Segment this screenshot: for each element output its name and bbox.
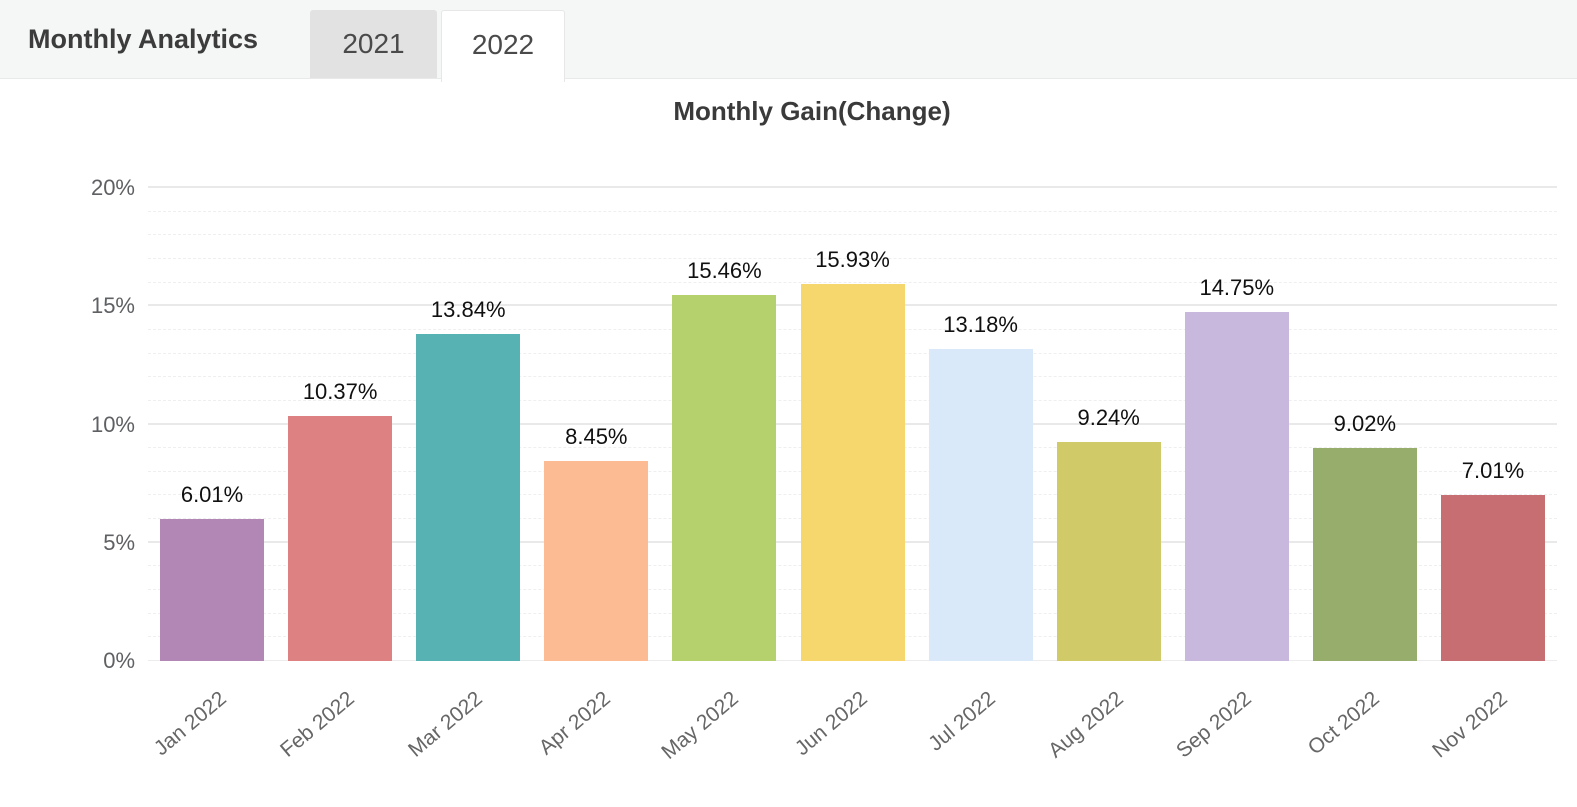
tab-2021[interactable]: 2021 <box>310 10 437 78</box>
gridline-minor <box>148 281 1557 283</box>
y-tick-label: 0% <box>103 648 135 673</box>
bar-value-label: 15.93% <box>815 247 890 273</box>
bar-feb-2022[interactable]: 10.37% <box>288 379 393 661</box>
x-tick-label: Jun 2022 <box>790 687 872 761</box>
tab-2022[interactable]: 2022 <box>441 10 565 82</box>
bar-rect[interactable] <box>1184 312 1289 661</box>
bar-sep-2022[interactable]: 14.75% <box>1184 275 1289 661</box>
x-tick-label: Aug 2022 <box>1043 687 1128 763</box>
bar-mar-2022[interactable]: 13.84% <box>416 297 521 661</box>
bar-value-label: 13.84% <box>430 296 506 322</box>
y-tick-label: 5% <box>103 529 135 555</box>
bar-rect[interactable] <box>672 295 777 661</box>
x-tick-label: Jan 2022 <box>149 687 231 761</box>
bar-value-label: 8.45% <box>565 424 628 450</box>
bar-rect[interactable] <box>288 415 393 661</box>
x-tick-label: Jul 2022 <box>923 687 1000 756</box>
x-tick-label: Apr 2022 <box>535 687 616 760</box>
gridline-minor <box>148 257 1557 259</box>
bar-rect[interactable] <box>1440 495 1545 661</box>
gridline-minor <box>148 210 1557 212</box>
y-axis-labels: 0% 5% 10% 15% 20% <box>67 175 135 673</box>
bar-rect[interactable] <box>928 349 1033 661</box>
bar-jan-2022[interactable]: 6.01% <box>160 482 265 661</box>
chart-plot-wrap: 0% 5% 10% 15% 20% 6.01% Jan 2022 10.37% Feb 202… <box>67 175 1557 807</box>
x-tick-label: Sep 2022 <box>1171 687 1256 763</box>
bar-jul-2022[interactable]: 13.18% <box>928 312 1033 661</box>
bar-rect[interactable] <box>160 518 265 661</box>
x-tick-label: Nov 2022 <box>1428 687 1512 763</box>
bar-rect[interactable] <box>416 333 521 661</box>
bar-jun-2022[interactable]: 15.93% <box>800 247 905 661</box>
plot-area: 6.01% Jan 2022 10.37% Feb 2022 13.84% Mar 202… <box>148 186 1557 764</box>
bar-value-label: 14.75% <box>1199 275 1275 301</box>
bar-value-label: 9.24% <box>1077 405 1140 431</box>
bar-value-label: 7.01% <box>1461 458 1525 484</box>
chart-title: Monthly Gain(Change) <box>673 96 951 126</box>
bar-value-label: 15.46% <box>687 258 762 284</box>
x-tick-label: May 2022 <box>657 687 744 764</box>
bar-value-label: 6.01% <box>180 481 244 507</box>
header: Monthly Analytics 2021 2022 <box>0 0 1577 82</box>
bar-value-label: 10.37% <box>302 378 378 404</box>
y-tick-label: 20% <box>90 175 135 200</box>
x-tick-label: Oct 2022 <box>1303 687 1384 760</box>
bar-may-2022[interactable]: 15.46% <box>672 258 777 661</box>
x-tick-label: Mar 2022 <box>404 687 488 762</box>
gridline-major <box>148 186 1557 188</box>
bar-nov-2022[interactable]: 7.01% <box>1440 458 1545 661</box>
chart-section: Monthly Gain(Change) 0% 5% 10% 15% 20% 6.01%… <box>67 78 1557 807</box>
bar-rect[interactable] <box>1312 447 1417 661</box>
y-tick-label: 10% <box>90 411 135 437</box>
x-tick-label: Feb 2022 <box>276 687 359 762</box>
bar-rect[interactable] <box>800 284 905 661</box>
bar-value-label: 13.18% <box>943 312 1018 338</box>
bar-value-label: 9.02% <box>1333 410 1397 436</box>
page-title: Monthly Analytics <box>28 24 259 54</box>
bar-rect[interactable] <box>544 461 649 661</box>
bar-apr-2022[interactable]: 8.45% <box>544 424 649 661</box>
gridline-minor <box>148 234 1557 236</box>
bar-oct-2022[interactable]: 9.02% <box>1312 411 1417 661</box>
y-tick-label: 15% <box>90 293 135 319</box>
bar-rect[interactable] <box>1056 442 1161 661</box>
bar-aug-2022[interactable]: 9.24% <box>1056 405 1161 661</box>
